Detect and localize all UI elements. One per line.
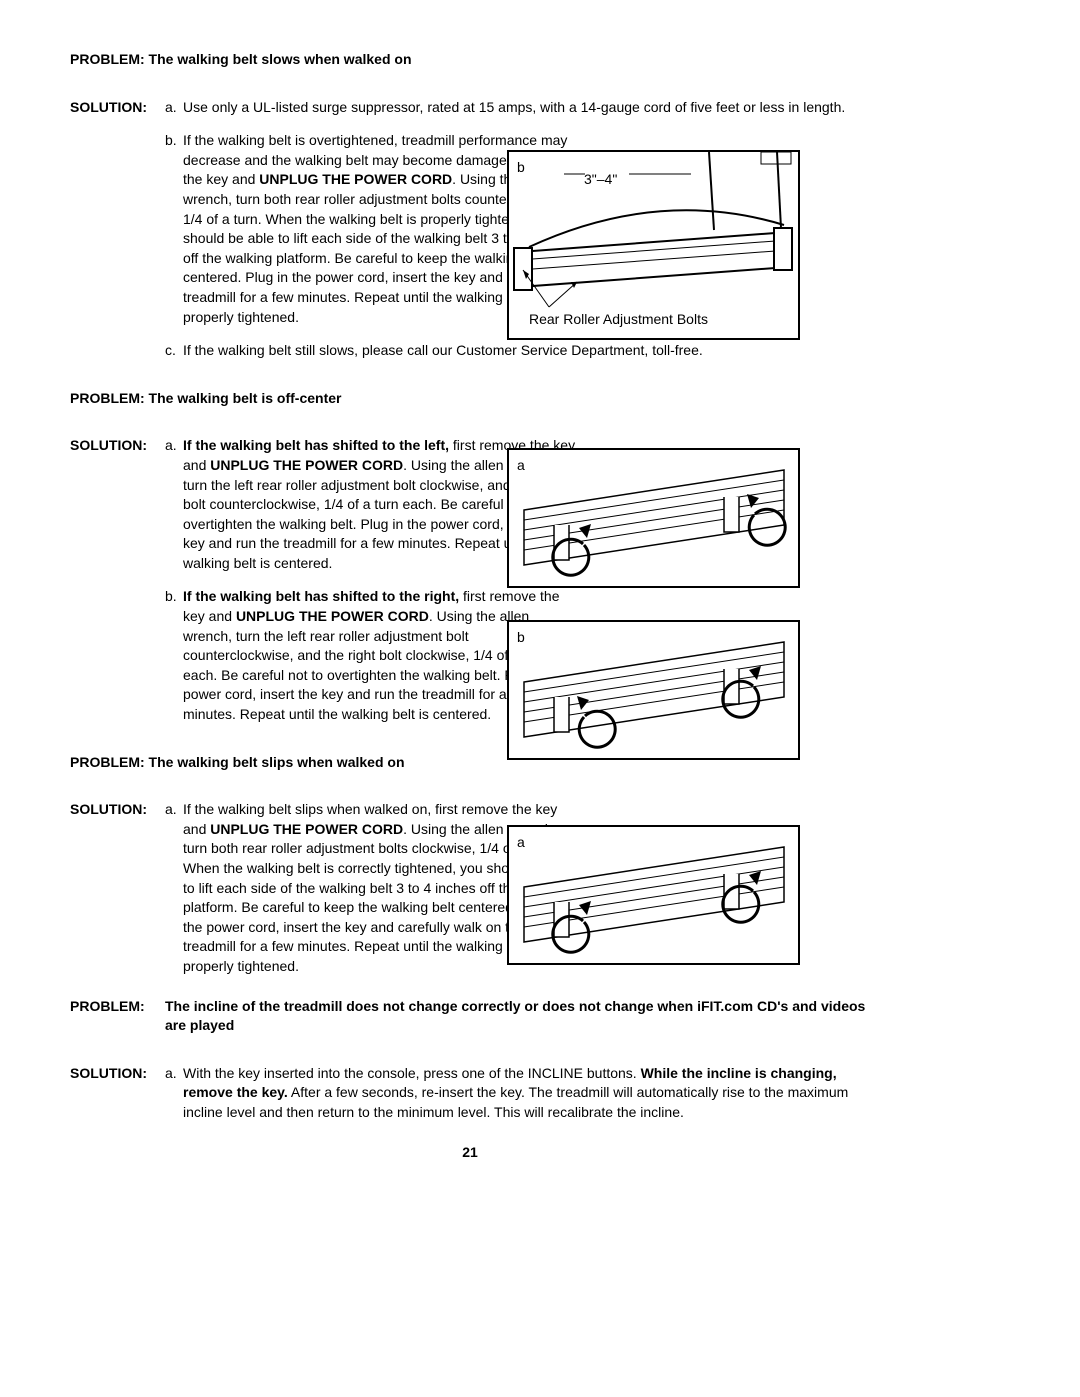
figure-caption: Rear Roller Adjustment Bolts bbox=[529, 310, 708, 330]
solution-row: SOLUTION: a. With the key inserted into … bbox=[70, 1064, 870, 1123]
solution-letter: a. bbox=[165, 800, 183, 820]
figure-dimension: 3"–4" bbox=[584, 170, 617, 190]
problem-text: The incline of the treadmill does not ch… bbox=[165, 997, 870, 1036]
solution-letter: c. bbox=[165, 341, 183, 361]
figure-belt-lift: b 3"–4" Rear Roller Adjustment Bolt bbox=[507, 150, 800, 340]
treadmill-adjust-svg bbox=[509, 827, 798, 963]
solution-letter: a. bbox=[165, 98, 183, 118]
page-number: 21 bbox=[70, 1143, 870, 1163]
figure-belt-slip: a bbox=[507, 825, 800, 965]
figure-letter: a bbox=[517, 456, 525, 476]
treadmill-adjust-svg bbox=[509, 450, 798, 586]
solution-text: With the key inserted into the console, … bbox=[183, 1064, 870, 1123]
problem-heading: PROBLEM: The incline of the treadmill do… bbox=[70, 997, 870, 1036]
figure-letter: a bbox=[517, 833, 525, 853]
solution-row: SOLUTION: a. Use only a UL-listed surge … bbox=[70, 98, 870, 118]
solution-label: SOLUTION: bbox=[70, 98, 165, 118]
solution-letter: a. bbox=[165, 1064, 183, 1084]
solution-label: SOLUTION: bbox=[70, 800, 165, 820]
problem-label: PROBLEM: bbox=[70, 997, 165, 1017]
solution-label: SOLUTION: bbox=[70, 436, 165, 456]
figure-letter: b bbox=[517, 628, 525, 648]
page-container: PROBLEM: The walking belt slows when wal… bbox=[70, 50, 870, 1162]
treadmill-adjust-svg bbox=[509, 622, 798, 758]
problem-heading: PROBLEM: The walking belt is off-center bbox=[70, 389, 870, 409]
solution-text: Use only a UL-listed surge suppressor, r… bbox=[183, 98, 870, 118]
solution-label: SOLUTION: bbox=[70, 1064, 165, 1084]
figure-shift-left: a bbox=[507, 448, 800, 588]
figure-letter: b bbox=[517, 158, 525, 178]
problem-heading: PROBLEM: The walking belt slows when wal… bbox=[70, 50, 870, 70]
solution-row: c. If the walking belt still slows, plea… bbox=[70, 341, 870, 361]
solution-letter: b. bbox=[165, 131, 183, 151]
solution-letter: b. bbox=[165, 587, 183, 607]
solution-text: If the walking belt still slows, please … bbox=[183, 341, 870, 361]
figure-shift-right: b bbox=[507, 620, 800, 760]
solution-letter: a. bbox=[165, 436, 183, 456]
